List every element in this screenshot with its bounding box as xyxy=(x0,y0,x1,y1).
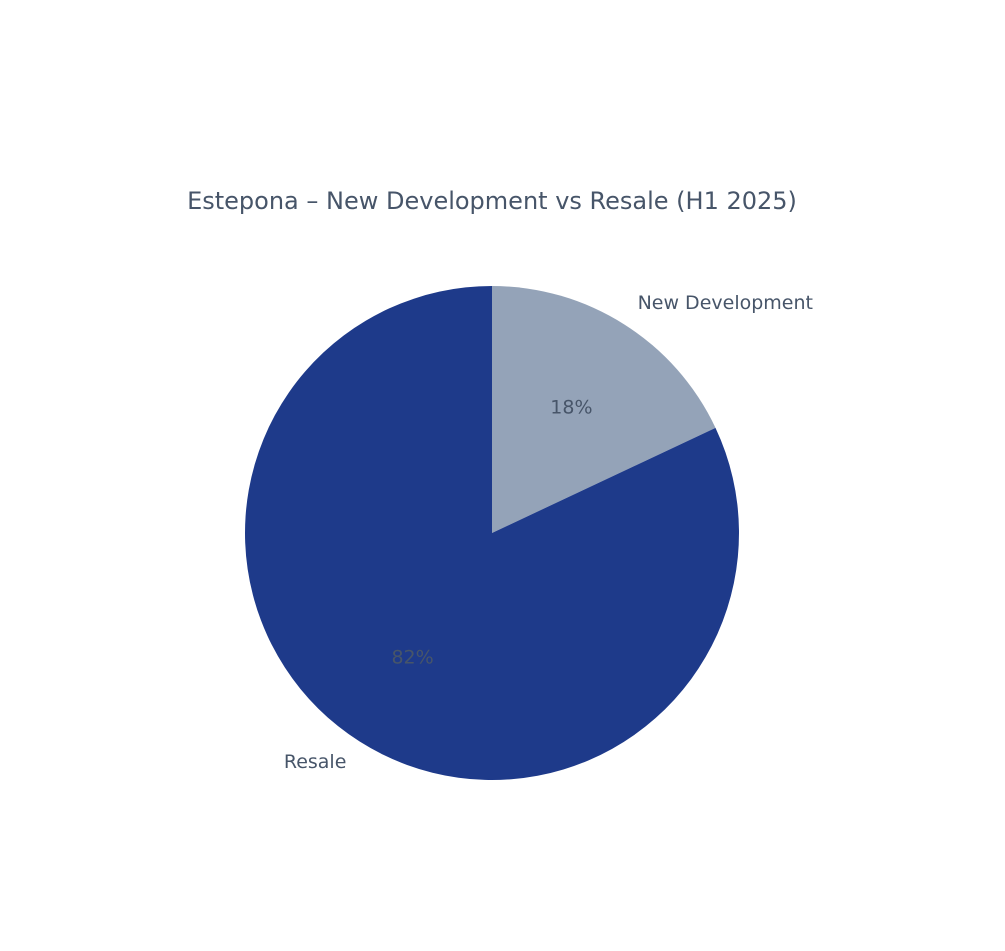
category-label: New Development xyxy=(638,292,813,314)
chart-title: Estepona – New Development vs Resale (H1… xyxy=(187,187,797,215)
category-label: Resale xyxy=(284,751,347,773)
pie-slice xyxy=(245,286,740,781)
pie-slice xyxy=(492,286,716,533)
value-label: 82% xyxy=(391,647,433,669)
value-label: 18% xyxy=(550,396,592,418)
